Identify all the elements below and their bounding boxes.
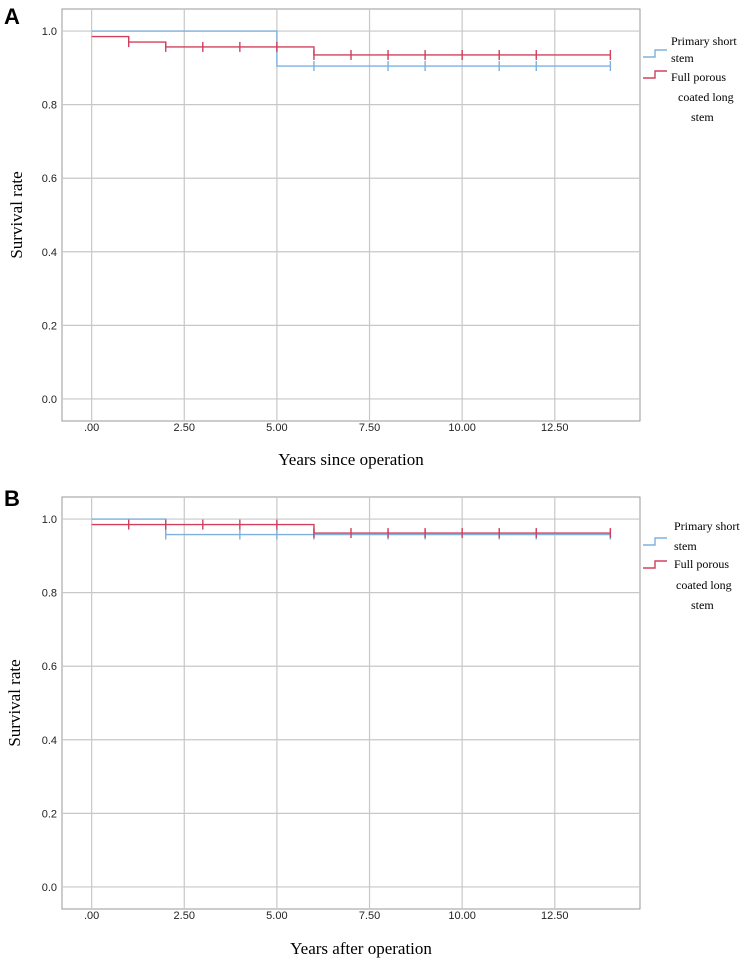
legend-label-primary-short-2: stem [671, 51, 694, 65]
x-tick-label: 10.00 [448, 422, 476, 434]
legend-label-full-porous-3: stem [691, 110, 714, 124]
legend-swatch-full-porous [643, 560, 667, 569]
plot-frame-b [61, 496, 641, 910]
y-tick-label: 0.6 [42, 661, 57, 673]
y-tick-label: 0.0 [42, 882, 57, 894]
legend-label-full-porous-2: coated long [678, 90, 734, 104]
legend-label-primary-short-1: Primary short [674, 519, 740, 533]
legend-swatch-full-porous [643, 70, 667, 79]
chart-panel-b: .00 2.50 5.00 7.50 10.00 12.50 0.0 0.2 0.4 0.6 0.8… [5, 496, 740, 958]
y-tick-label: 0.2 [42, 320, 57, 332]
chart-panel-a: .00 2.50 5.00 7.50 10.00 12.50 0.0 0.2 0.4 0.6 0.8… [7, 8, 737, 469]
y-axis-title-a: Survival rate [7, 171, 26, 258]
x-tick-label: 2.50 [174, 910, 195, 922]
grid-b [62, 497, 640, 909]
panel-a-letter: A [4, 4, 20, 29]
y-tick-label: 1.0 [42, 514, 57, 526]
panel-b-letter: B [4, 486, 20, 511]
ticks-a: .00 2.50 5.00 7.50 10.00 12.50 0.0 0.2 0.4 0.6 0.8… [42, 26, 569, 434]
x-tick-label: 5.00 [266, 422, 287, 434]
grid-a [62, 9, 640, 421]
legend-label-full-porous-2: coated long [676, 578, 732, 592]
x-tick-label: 5.00 [266, 910, 287, 922]
marks-a [91, 30, 612, 72]
x-tick-label: 2.50 [174, 422, 195, 434]
legend-label-full-porous-3: stem [691, 598, 714, 612]
legend-b: Primary short stem Full porous coated lo… [643, 519, 740, 612]
legend-label-primary-short-1: Primary short [671, 34, 737, 48]
x-tick-label: 7.50 [359, 422, 380, 434]
y-axis-title-b: Survival rate [5, 659, 24, 746]
marks-b [91, 518, 612, 540]
legend-label-full-porous-1: Full porous [674, 557, 729, 571]
legend-label-full-porous-1: Full porous [671, 70, 726, 84]
primary-short-stem-line [91, 30, 611, 67]
legend-swatch-primary-short [643, 537, 667, 546]
y-tick-label: 0.6 [42, 173, 57, 185]
x-tick-label: .00 [84, 910, 99, 922]
x-axis-title-b: Years after operation [290, 939, 432, 958]
x-tick-label: 12.50 [541, 910, 569, 922]
legend-a: Primary short stem Full porous coated lo… [643, 34, 737, 124]
y-tick-label: 0.0 [42, 394, 57, 406]
y-tick-label: 0.8 [42, 588, 57, 600]
plot-frame-a [61, 8, 641, 422]
x-tick-label: .00 [84, 422, 99, 434]
x-tick-label: 12.50 [541, 422, 569, 434]
y-tick-label: 0.4 [42, 247, 57, 259]
ticks-b: .00 2.50 5.00 7.50 10.00 12.50 0.0 0.2 0.4 0.6 0.8… [42, 514, 569, 922]
x-tick-label: 7.50 [359, 910, 380, 922]
y-tick-label: 0.4 [42, 735, 57, 747]
x-axis-title-a: Years since operation [278, 450, 424, 469]
y-tick-label: 0.2 [42, 808, 57, 820]
x-tick-label: 10.00 [448, 910, 476, 922]
y-tick-label: 1.0 [42, 26, 57, 38]
y-tick-label: 0.8 [42, 100, 57, 112]
legend-label-primary-short-2: stem [674, 539, 697, 553]
legend-swatch-primary-short [643, 49, 667, 58]
